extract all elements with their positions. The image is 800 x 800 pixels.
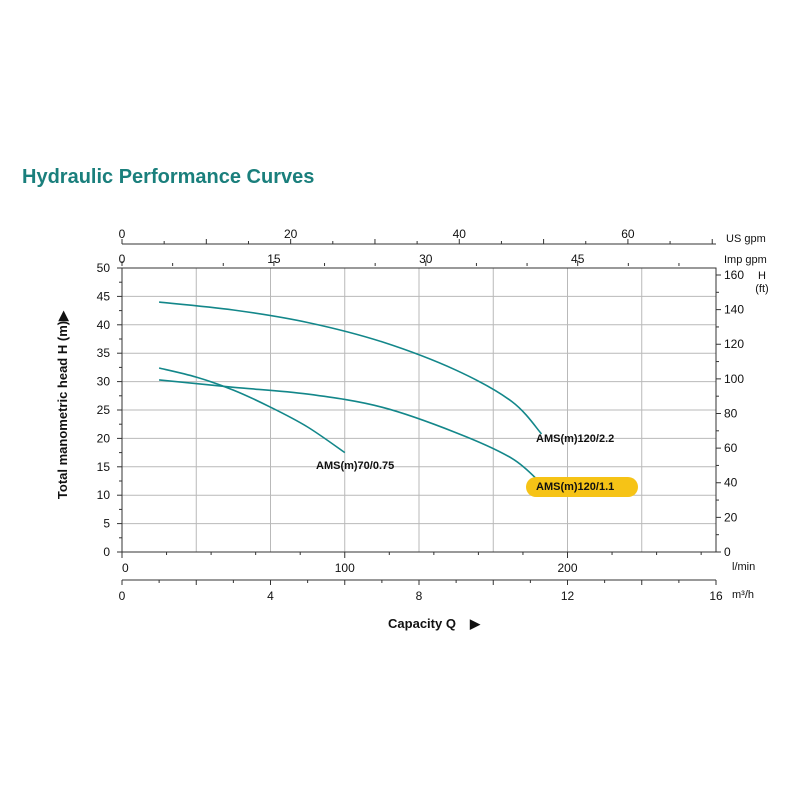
y-ft-tick-label: 40 — [724, 476, 738, 490]
y-ft-tick-label: 100 — [724, 372, 744, 386]
y-tick-label: 5 — [103, 517, 110, 531]
y-tick-label: 20 — [97, 431, 111, 445]
x-usgpm-tick-label: 40 — [453, 227, 467, 241]
x-impgpm-unit: Imp gpm — [724, 254, 767, 266]
x-usgpm-tick-label: 60 — [621, 227, 635, 241]
page-title: Hydraulic Performance Curves — [22, 166, 315, 188]
x-m3h-tick-label: 8 — [416, 589, 423, 603]
y-tick-label: 50 — [97, 261, 111, 275]
y-ft-unit-sub: (ft) — [755, 283, 768, 295]
y-axis-title: Total manometric head H (m) — [55, 321, 70, 499]
x-impgpm-tick-label: 15 — [267, 252, 281, 266]
series — [158, 301, 543, 485]
y-axis-arrow: ▶ — [55, 310, 70, 322]
grid — [122, 268, 716, 552]
x-m3h-tick-label: 16 — [709, 589, 723, 603]
y-ft-tick-label: 140 — [724, 303, 744, 317]
y-ft-tick-label: 80 — [724, 406, 738, 420]
y-tick-label: 35 — [97, 346, 111, 360]
x-m3h-tick-label: 12 — [561, 589, 575, 603]
y-ft-tick-label: 160 — [724, 268, 744, 282]
y-ft-tick-label: 20 — [724, 510, 738, 524]
series-label-2: AMS(m)70/0.75 — [316, 460, 394, 472]
x-usgpm-tick-label: 0 — [119, 227, 126, 241]
y-tick-label: 10 — [97, 488, 111, 502]
x-m3h-unit: m³/h — [732, 589, 754, 601]
series-line-1 — [159, 301, 543, 435]
x-impgpm-tick-label: 30 — [419, 252, 433, 266]
x-lmin-unit: l/min — [732, 561, 755, 573]
x-lmin-tick-label: 200 — [557, 561, 577, 575]
y-ft-tick-label: 0 — [724, 545, 731, 559]
series-line-2 — [158, 367, 346, 454]
y-ft-tick-label: 60 — [724, 441, 738, 455]
y-ft-unit-label: H — [758, 270, 766, 282]
y-ft-tick-label: 120 — [724, 337, 744, 351]
labels: 0510152025303540455002040608010012014016… — [55, 227, 769, 631]
y-tick-label: 15 — [97, 460, 111, 474]
y-tick-label: 30 — [97, 375, 111, 389]
series-label-1: AMS(m)120/2.2 — [536, 433, 614, 445]
series-label-3: AMS(m)120/1.1 — [536, 481, 614, 493]
y-tick-label: 0 — [103, 545, 110, 559]
x-m3h-tick-label: 0 — [119, 589, 126, 603]
series-line-3 — [159, 379, 543, 485]
x-impgpm-tick-label: 0 — [119, 252, 126, 266]
x-axis-title: Capacity Q — [388, 616, 456, 631]
x-lmin-tick-label: 0 — [122, 561, 129, 575]
y-tick-label: 25 — [97, 403, 111, 417]
x-impgpm-tick-label: 45 — [571, 252, 585, 266]
x-axis-arrow: ▶ — [469, 616, 481, 631]
x-m3h-tick-label: 4 — [267, 589, 274, 603]
x-usgpm-tick-label: 20 — [284, 227, 298, 241]
x-usgpm-unit: US gpm — [726, 233, 766, 245]
series-highlight-badge — [526, 477, 638, 497]
x-lmin-tick-label: 100 — [335, 561, 355, 575]
y-tick-label: 45 — [97, 289, 111, 303]
axes — [117, 239, 721, 585]
y-tick-label: 40 — [97, 318, 111, 332]
